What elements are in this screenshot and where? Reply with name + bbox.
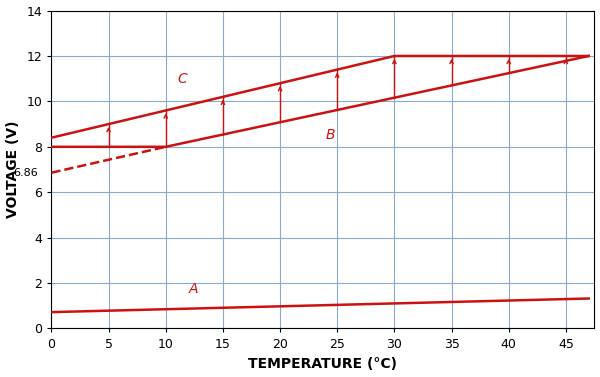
Text: 6.86: 6.86 <box>13 168 38 178</box>
Y-axis label: VOLTAGE (V): VOLTAGE (V) <box>5 121 20 218</box>
Text: A: A <box>188 282 198 296</box>
Text: B: B <box>326 128 335 142</box>
X-axis label: TEMPERATURE (°C): TEMPERATURE (°C) <box>248 357 397 371</box>
Text: C: C <box>177 72 187 86</box>
